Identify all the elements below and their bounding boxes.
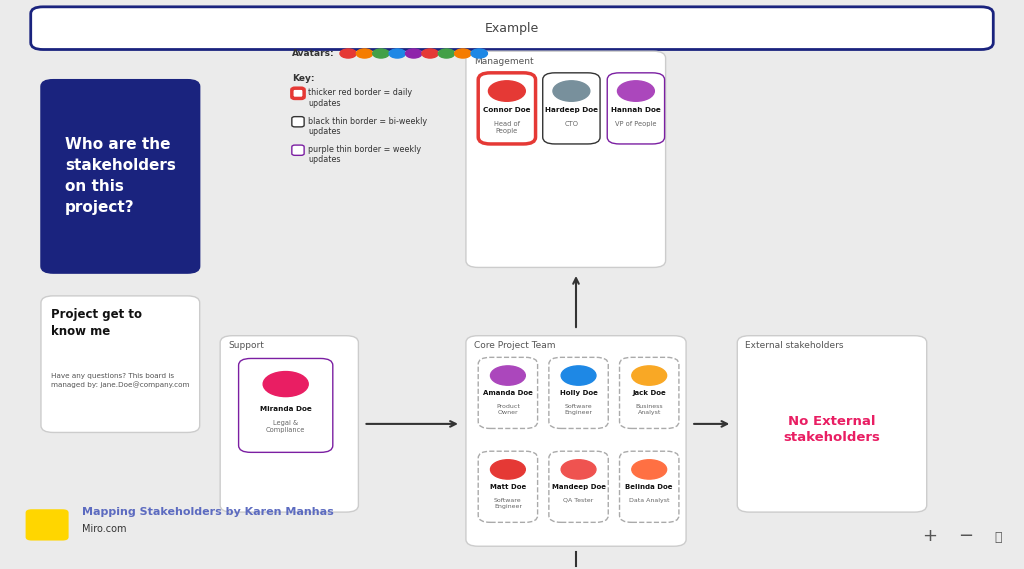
Text: ⤢: ⤢	[994, 531, 1002, 543]
Text: External stakeholders: External stakeholders	[745, 341, 844, 351]
Text: Management: Management	[474, 57, 534, 66]
Text: Software
Engineer: Software Engineer	[564, 404, 593, 415]
Text: Hardeep Doe: Hardeep Doe	[545, 107, 598, 113]
FancyBboxPatch shape	[31, 7, 993, 50]
Text: Project get to
know me: Project get to know me	[51, 308, 142, 338]
Text: thicker red border = daily
updates: thicker red border = daily updates	[308, 88, 413, 108]
FancyBboxPatch shape	[41, 296, 200, 432]
Text: −: −	[958, 527, 973, 545]
FancyBboxPatch shape	[26, 509, 69, 541]
Circle shape	[340, 49, 356, 58]
FancyBboxPatch shape	[549, 357, 608, 428]
FancyBboxPatch shape	[478, 357, 538, 428]
Text: Matt Doe: Matt Doe	[489, 484, 526, 490]
Text: QA Tester: QA Tester	[563, 498, 594, 503]
Text: Jack Doe: Jack Doe	[633, 390, 666, 396]
FancyBboxPatch shape	[620, 357, 679, 428]
Text: Support: Support	[228, 341, 264, 351]
FancyBboxPatch shape	[543, 73, 600, 144]
Circle shape	[561, 366, 596, 385]
FancyBboxPatch shape	[292, 88, 304, 98]
Text: Core Project Team: Core Project Team	[474, 341, 556, 351]
FancyBboxPatch shape	[478, 73, 536, 144]
Text: Data Analyst: Data Analyst	[629, 498, 670, 503]
Circle shape	[490, 366, 525, 385]
Circle shape	[471, 49, 487, 58]
Text: Belinda Doe: Belinda Doe	[626, 484, 673, 490]
Text: Hannah Doe: Hannah Doe	[611, 107, 660, 113]
FancyBboxPatch shape	[292, 145, 304, 155]
Circle shape	[406, 49, 422, 58]
FancyBboxPatch shape	[549, 451, 608, 522]
Text: Software
Engineer: Software Engineer	[494, 498, 522, 509]
Text: »»: »»	[39, 518, 55, 531]
Text: Mandeep Doe: Mandeep Doe	[552, 484, 605, 490]
Circle shape	[632, 460, 667, 479]
Text: Business
Analyst: Business Analyst	[636, 404, 663, 415]
Circle shape	[389, 49, 406, 58]
Circle shape	[617, 81, 654, 101]
FancyBboxPatch shape	[239, 358, 333, 452]
FancyBboxPatch shape	[41, 80, 200, 273]
Text: Who are the
stakeholders
on this
project?: Who are the stakeholders on this project…	[65, 137, 176, 216]
Circle shape	[553, 81, 590, 101]
Circle shape	[561, 460, 596, 479]
FancyBboxPatch shape	[292, 117, 304, 127]
FancyBboxPatch shape	[220, 336, 358, 512]
Circle shape	[422, 49, 438, 58]
Text: Legal &
Compliance: Legal & Compliance	[266, 420, 305, 433]
Text: Avatars:: Avatars:	[292, 49, 335, 58]
Circle shape	[632, 366, 667, 385]
FancyBboxPatch shape	[607, 73, 665, 144]
Text: Example: Example	[485, 22, 539, 35]
Circle shape	[490, 460, 525, 479]
Text: +: +	[923, 527, 937, 545]
Circle shape	[356, 49, 373, 58]
Circle shape	[488, 81, 525, 101]
Text: Mapping Stakeholders by Karen Manhas: Mapping Stakeholders by Karen Manhas	[82, 507, 334, 517]
Text: Miranda Doe: Miranda Doe	[260, 406, 311, 411]
Circle shape	[438, 49, 455, 58]
Text: Key:: Key:	[292, 74, 314, 83]
FancyBboxPatch shape	[466, 51, 666, 267]
Text: Miro.com: Miro.com	[82, 524, 126, 534]
FancyBboxPatch shape	[478, 451, 538, 522]
Text: Amanda Doe: Amanda Doe	[483, 390, 532, 396]
Circle shape	[263, 372, 308, 397]
Text: No External
stakeholders: No External stakeholders	[783, 415, 881, 444]
Text: Head of
People: Head of People	[494, 121, 520, 134]
Text: Holly Doe: Holly Doe	[560, 390, 597, 396]
FancyBboxPatch shape	[737, 336, 927, 512]
FancyBboxPatch shape	[466, 336, 686, 546]
FancyBboxPatch shape	[620, 451, 679, 522]
Text: purple thin border = weekly
updates: purple thin border = weekly updates	[308, 145, 421, 164]
Circle shape	[373, 49, 389, 58]
Text: Have any questions? This board is
managed by: jane.Doe@company.com: Have any questions? This board is manage…	[51, 373, 189, 387]
Circle shape	[455, 49, 471, 58]
Text: black thin border = bi-weekly
updates: black thin border = bi-weekly updates	[308, 117, 427, 136]
Text: Product
Owner: Product Owner	[496, 404, 520, 415]
Text: Connor Doe: Connor Doe	[483, 107, 530, 113]
Text: VP of People: VP of People	[615, 121, 656, 127]
Text: CTO: CTO	[564, 121, 579, 127]
